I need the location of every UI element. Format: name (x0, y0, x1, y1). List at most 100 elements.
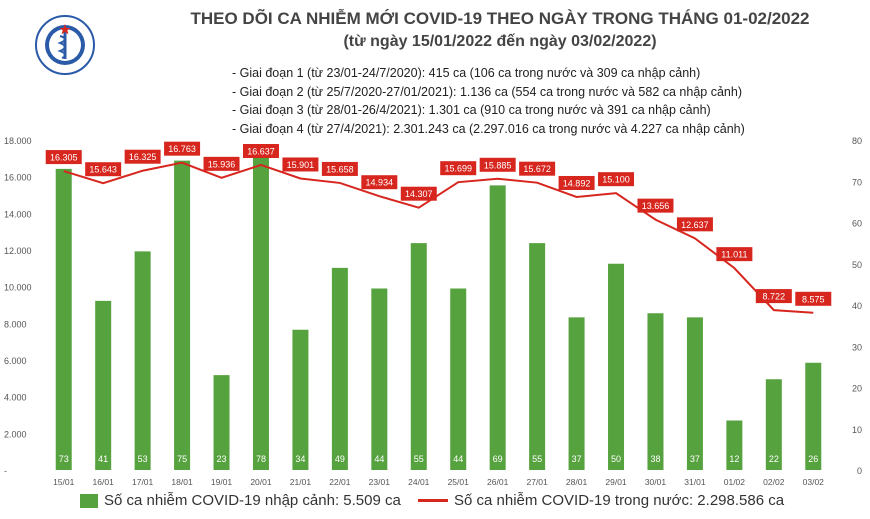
bar-value-label: 38 (650, 454, 660, 464)
right-axis-tick-label: 70 (852, 177, 862, 187)
bar-value-label: 26 (808, 454, 818, 464)
bar-value-label: 41 (98, 454, 108, 464)
x-axis-tick-label: 30/01 (645, 477, 667, 487)
bar-23/01 (371, 288, 388, 470)
line-value-label: 15.699 (444, 164, 472, 174)
line-value-label: 15.643 (89, 165, 117, 175)
bar-03/02 (805, 362, 822, 470)
bar-value-label: 37 (572, 454, 582, 464)
x-axis-tick-label: 29/01 (605, 477, 627, 487)
bar-01/02 (726, 420, 743, 470)
bar-30/01 (647, 313, 664, 470)
left-axis-tick-label: 4.000 (4, 393, 27, 403)
bar-25/01 (450, 288, 467, 470)
x-axis-tick-label: 17/01 (132, 477, 154, 487)
line-value-label-bg (440, 161, 477, 176)
x-axis-tick-label: 03/02 (803, 477, 825, 487)
x-axis-tick-label: 24/01 (408, 477, 430, 487)
line-value-label-bg (45, 150, 82, 165)
bar-29/01 (608, 263, 625, 470)
bar-value-label: 44 (453, 454, 463, 464)
bar-value-label: 69 (493, 454, 503, 464)
line-value-label-bg (637, 198, 674, 213)
left-axis-tick-label: - (4, 466, 7, 476)
line-value-label: 15.885 (484, 160, 512, 170)
x-axis-tick-label: 21/01 (290, 477, 312, 487)
right-axis-tick-label: 50 (852, 260, 862, 270)
bar-value-label: 37 (690, 454, 700, 464)
bar-value-label: 22 (769, 454, 779, 464)
bar-17/01 (134, 251, 151, 470)
x-axis-tick-label: 23/01 (369, 477, 391, 487)
bar-value-label: 78 (256, 454, 266, 464)
right-axis-tick-label: 60 (852, 219, 862, 229)
phase-3-line: - Giai đoạn 3 (từ 28/01-26/4/2021): 1.30… (232, 103, 711, 117)
bar-value-label: 55 (414, 454, 424, 464)
line-value-label: 15.100 (602, 175, 630, 185)
x-axis-tick-label: 19/01 (211, 477, 233, 487)
line-value-label-bg (795, 291, 832, 306)
bar-value-label: 55 (532, 454, 542, 464)
right-axis-tick-label: 10 (852, 425, 862, 435)
line-value-label-bg (519, 161, 556, 176)
line-value-label: 14.934 (366, 178, 394, 188)
line-value-label-bg (716, 247, 753, 262)
line-value-label-bg (400, 186, 437, 201)
chart-subtitle: (từ ngày 15/01/2022 đến ngày 03/02/2022) (343, 33, 657, 50)
right-axis-tick-label: 30 (852, 342, 862, 352)
legend-line-swatch (418, 499, 448, 502)
line-value-label-bg (282, 157, 319, 172)
left-axis-tick-label: 12.000 (4, 246, 32, 256)
phase-1-line: - Giai đoạn 1 (từ 23/01-24/7/2020): 415 … (232, 66, 701, 80)
legend-item-line: Số ca nhiễm COVID-19 trong nước: 2.298.5… (418, 492, 784, 509)
right-axis-tick-label: 80 (852, 136, 862, 146)
x-axis-tick-label: 16/01 (93, 477, 115, 487)
line-value-label: 8.722 (763, 292, 786, 302)
bar-15/01 (55, 168, 72, 470)
line-value-label: 14.307 (405, 189, 433, 199)
line-value-label: 15.936 (208, 159, 236, 169)
legend-bar-swatch (80, 493, 98, 508)
line-value-label-bg (164, 141, 201, 156)
bar-value-label: 53 (138, 454, 148, 464)
x-axis-tick-label: 28/01 (566, 477, 588, 487)
x-axis-tick-label: 27/01 (526, 477, 548, 487)
ministry-of-health-emblem-icon (35, 15, 95, 75)
phase-summary: - Giai đoạn 1 (từ 23/01-24/7/2020): 415 … (232, 64, 745, 138)
x-axis-tick-label: 25/01 (448, 477, 470, 487)
bar-24/01 (410, 243, 427, 470)
bar-02/02 (765, 379, 782, 470)
line-value-label-bg (85, 162, 122, 177)
right-axis-tick-label: 40 (852, 301, 862, 311)
left-axis-tick-label: 8.000 (4, 319, 27, 329)
bar-31/01 (686, 317, 703, 470)
line-value-label-bg (676, 217, 713, 232)
line-value-label: 16.305 (50, 153, 78, 163)
line-value-label-bg (558, 175, 595, 190)
line-value-label-bg (124, 149, 161, 164)
line-value-label: 13.656 (642, 201, 670, 211)
x-axis-tick-label: 01/02 (724, 477, 746, 487)
bar-19/01 (213, 375, 230, 470)
x-axis-tick-label: 20/01 (250, 477, 272, 487)
phase-2-line: - Giai đoạn 2 (từ 25/7/2020-27/01/2021):… (232, 84, 742, 99)
x-axis-tick-label: 02/02 (763, 477, 785, 487)
bar-value-label: 73 (59, 454, 69, 464)
legend-item-bars: Số ca nhiễm COVID-19 nhập cảnh: 5.509 ca (80, 492, 401, 509)
line-value-label-bg (755, 289, 792, 304)
bar-value-label: 50 (611, 454, 621, 464)
left-axis-tick-label: 18.000 (4, 136, 32, 146)
bar-value-label: 49 (335, 454, 345, 464)
line-value-label: 11.011 (721, 250, 747, 260)
bar-20/01 (252, 148, 269, 470)
left-axis-tick-label: 2.000 (4, 429, 27, 439)
bar-value-label: 34 (295, 454, 305, 464)
bar-16/01 (95, 300, 112, 470)
line-value-label-bg (361, 175, 398, 190)
line-value-label: 15.672 (523, 164, 551, 174)
bar-value-label: 44 (374, 454, 384, 464)
line-value-label: 14.892 (563, 178, 591, 188)
line-value-label: 15.901 (287, 160, 315, 170)
chart-title: THEO DÕI CA NHIỄM MỚI COVID-19 THEO NGÀY… (190, 9, 810, 28)
right-axis-tick-label: 20 (852, 384, 862, 394)
